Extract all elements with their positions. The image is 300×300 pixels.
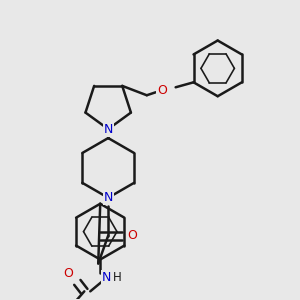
- Text: O: O: [127, 229, 137, 242]
- Text: N: N: [103, 191, 113, 204]
- Text: N: N: [101, 271, 111, 284]
- Text: H: H: [113, 271, 122, 284]
- Text: O: O: [157, 84, 166, 97]
- Text: O: O: [63, 267, 73, 280]
- Text: N: N: [103, 123, 113, 136]
